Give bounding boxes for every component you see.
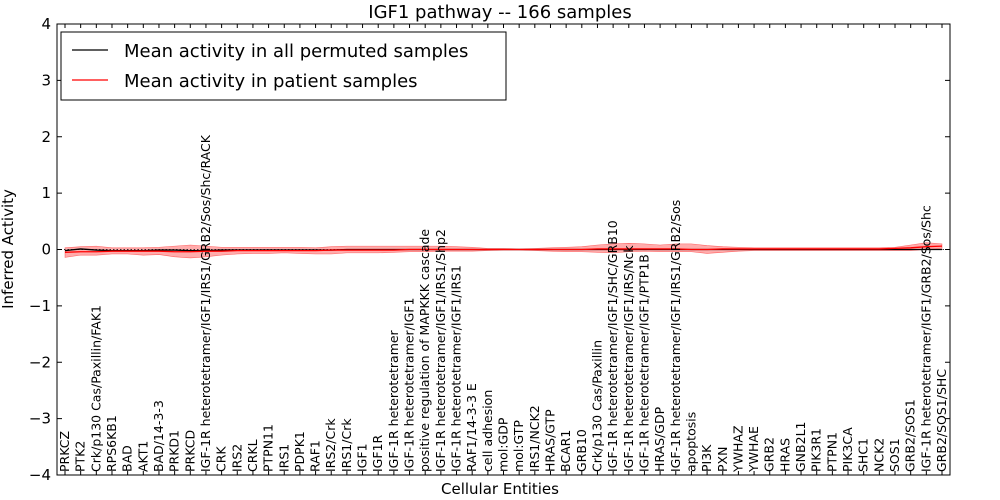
y-tick-label: 3 bbox=[41, 71, 51, 89]
y-axis-label: Inferred Activity bbox=[0, 189, 17, 309]
x-tick-label: GRB10 bbox=[574, 429, 589, 472]
x-tick-label: PRKCZ bbox=[57, 431, 72, 472]
x-tick-label: GNB2L1 bbox=[793, 422, 808, 472]
x-axis-label: Cellular Entities bbox=[441, 480, 559, 498]
legend-frame bbox=[60, 31, 507, 101]
x-tick-label: GRB2 bbox=[762, 437, 777, 472]
x-tick-label: RPS6KB1 bbox=[104, 415, 119, 472]
x-tick-label: PTPN11 bbox=[261, 424, 276, 472]
x-tick-label: IGF-1R heterotetramer/IGF1/IRS/Nck bbox=[621, 245, 636, 472]
x-tick-label: AKT1 bbox=[135, 441, 150, 472]
x-tick-label: YWHAE bbox=[746, 426, 761, 473]
x-tick-label: PRKCD bbox=[182, 430, 197, 472]
x-tick-label: positive regulation of MAPKKK cascade bbox=[417, 229, 432, 472]
x-tick-label: PI3K bbox=[699, 444, 714, 472]
x-tick-label: IRS1 bbox=[276, 444, 291, 472]
x-tick-label: PDPK1 bbox=[292, 431, 307, 472]
y-tick-label: −3 bbox=[29, 410, 51, 428]
x-tick-label: mol:GDP bbox=[496, 417, 511, 472]
x-tick-label: YWHAZ bbox=[730, 425, 745, 473]
x-tick-label: PRKD1 bbox=[167, 430, 182, 472]
x-tick-label: HRAS/GDP bbox=[652, 406, 667, 472]
y-tick-label: −2 bbox=[29, 353, 51, 371]
x-tick-label: HRAS/GTP bbox=[542, 409, 557, 472]
x-tick-label: PIK3R1 bbox=[809, 428, 824, 472]
x-tick-label: IGF-1R heterotetramer/IGF1 bbox=[402, 298, 417, 472]
x-tick-label: IGF-1R heterotetramer bbox=[386, 329, 401, 472]
x-tick-label: IGF-1R heterotetramer/IGF1/GRB2/Sos/Shc bbox=[918, 205, 933, 472]
x-tick-label: PIK3CA bbox=[840, 427, 855, 472]
y-tick-label: −1 bbox=[29, 297, 51, 315]
x-tick-label: Crk/p130 Cas/Paxillin bbox=[589, 340, 604, 472]
x-tick-label: Crk/p130 Cas/Paxillin/FAK1 bbox=[88, 305, 103, 472]
x-tick-label: mol:GTP bbox=[511, 420, 526, 472]
series-line-patient bbox=[64, 245, 943, 253]
x-tick-label: BAD/14-3-3 bbox=[151, 400, 166, 472]
x-tick-label: IGF-1R heterotetramer/IGF1/IRS1/GRB2/Sos… bbox=[198, 134, 213, 472]
x-tick-label: CRKL bbox=[245, 439, 260, 472]
x-tick-label: BCAR1 bbox=[558, 430, 573, 472]
x-tick-label: IGF1R bbox=[370, 434, 385, 472]
x-tick-label: PXN bbox=[715, 447, 730, 472]
x-tick-label: IGF-1R heterotetramer/IGF1/SHC/GRB10 bbox=[605, 220, 620, 472]
x-tick-label: CRK bbox=[214, 446, 229, 472]
x-tick-label: PTPN1 bbox=[824, 432, 839, 472]
x-tick-label: IGF-1R heterotetramer/IGF1/PTP1B bbox=[636, 254, 651, 472]
y-tick-label: 1 bbox=[41, 184, 51, 202]
x-tick-label: RAF1/14-3-3 E bbox=[464, 383, 479, 472]
x-tick-label: PTK2 bbox=[73, 441, 88, 472]
x-tick-label: IGF1 bbox=[355, 443, 370, 472]
x-tick-label: IRS1/NCK2 bbox=[527, 405, 542, 472]
x-tick-label: GRB2/SOS1/SHC bbox=[934, 369, 949, 472]
x-tick-label: cell adhesion bbox=[480, 390, 495, 472]
x-tick-label: IGF-1R heterotetramer/IGF1/IRS1/GRB2/Sos bbox=[668, 200, 683, 472]
x-tick-label: GRB2/SOS1 bbox=[903, 399, 918, 472]
y-tick-layer: 4 3 2 1 0 −1 −2 −3 −4 bbox=[29, 15, 950, 484]
x-tick-label: apoptosis bbox=[683, 412, 698, 472]
y-tick-label: −4 bbox=[29, 466, 51, 484]
x-tick-layer: PRKCZ PTK2 Crk/p130 Cas/Paxillin/FAK1 RPS6K… bbox=[57, 24, 949, 475]
x-tick-label: IRS2/Crk bbox=[323, 418, 338, 472]
x-tick-label: IRS1/Crk bbox=[339, 418, 354, 472]
series-line-layer bbox=[57, 245, 950, 253]
x-tick-label: HRAS bbox=[777, 438, 792, 472]
y-tick-label: 2 bbox=[41, 128, 51, 146]
x-tick-label: IRS2 bbox=[229, 444, 244, 472]
x-tick-label: RAF1 bbox=[308, 440, 323, 472]
y-tick-label: 0 bbox=[41, 241, 51, 259]
legend-label-patient: Mean activity in patient samples bbox=[124, 71, 418, 92]
y-tick-label: 4 bbox=[41, 15, 51, 33]
legend-label-permuted: Mean activity in all permuted samples bbox=[124, 41, 468, 62]
x-tick-label: SOS1 bbox=[887, 438, 902, 472]
chart-title: IGF1 pathway -- 166 samples bbox=[368, 2, 631, 23]
x-tick-label: IGF-1R heterotetramer/IGF1/IRS1/Shp2 bbox=[433, 229, 448, 472]
legend: Mean activity in all permuted samples Me… bbox=[60, 31, 507, 101]
x-tick-label: SHC1 bbox=[856, 438, 871, 472]
x-tick-label: IGF-1R heterotetramer/IGF1/IRS1 bbox=[449, 265, 464, 472]
x-tick-label: NCK2 bbox=[871, 438, 886, 472]
x-tick-label: BAD bbox=[120, 445, 135, 472]
